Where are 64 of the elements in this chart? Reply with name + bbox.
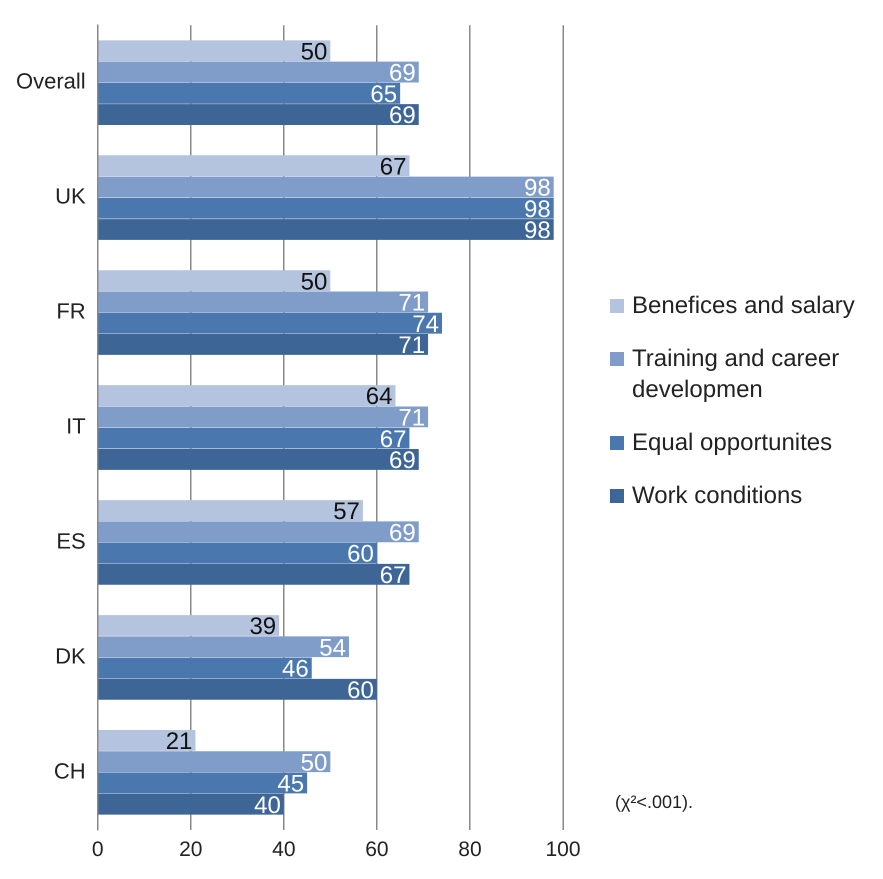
x-tick-label: 100	[545, 838, 581, 862]
data-label: 21	[166, 728, 192, 756]
bar	[98, 82, 400, 104]
bar	[98, 155, 410, 176]
bar	[98, 428, 410, 449]
bar	[98, 794, 284, 815]
x-tick-label: 20	[179, 838, 202, 862]
x-tick-label: 40	[272, 838, 296, 862]
legend-label: Training and career developmen	[632, 344, 840, 405]
data-label: 57	[333, 498, 360, 526]
bar	[98, 176, 554, 198]
data-label: 69	[389, 447, 416, 474]
bar	[98, 270, 330, 292]
data-label: 64	[366, 383, 392, 410]
bar	[98, 636, 349, 658]
data-label: 69	[389, 60, 416, 87]
data-label: 50	[300, 38, 328, 66]
bar	[98, 772, 308, 794]
x-tick-label: 0	[92, 838, 104, 862]
data-label: 46	[282, 656, 309, 683]
legend-label: Work conditions	[632, 481, 802, 511]
data-label: 50	[300, 268, 328, 296]
data-label: 98	[524, 217, 551, 244]
bar	[98, 62, 419, 82]
bar	[98, 751, 330, 772]
bar	[98, 104, 419, 125]
y-tick-label: FR	[56, 298, 86, 324]
data-label: 69	[389, 102, 416, 130]
bar	[98, 40, 330, 62]
bar	[98, 292, 428, 312]
data-label: 69	[389, 519, 416, 546]
bar	[98, 542, 377, 564]
bar	[98, 406, 428, 428]
text: (χ²<.001).	[615, 792, 693, 813]
bar	[98, 334, 428, 355]
legend-label: Benefices and salary	[632, 291, 855, 321]
data-label: 54	[319, 634, 346, 662]
y-tick-label: ES	[56, 528, 86, 554]
data-label: 67	[380, 153, 406, 180]
bar	[98, 678, 377, 700]
bar	[98, 658, 312, 678]
y-tick-label: IT	[66, 414, 86, 439]
bar	[98, 615, 280, 636]
legend-label: Equal opportunites	[632, 428, 832, 458]
y-tick-label: DK	[55, 643, 86, 668]
bar	[98, 521, 419, 542]
data-label: 60	[347, 540, 374, 568]
data-label: 71	[398, 404, 426, 432]
bar	[98, 500, 363, 521]
y-tick-label: Overall	[16, 68, 86, 94]
data-label: 67	[380, 562, 406, 589]
x-tick-label: 80	[458, 838, 482, 862]
y-tick-label: UK	[55, 184, 86, 209]
y-tick-label: CH	[54, 758, 86, 784]
bar	[98, 312, 442, 334]
x-tick-label: 60	[365, 838, 389, 862]
data-label: 60	[347, 676, 374, 704]
bar	[98, 730, 196, 751]
bar	[98, 385, 396, 406]
bar	[98, 198, 554, 219]
bar	[98, 564, 410, 585]
bar	[98, 219, 554, 240]
data-label: 39	[249, 613, 276, 640]
bar	[98, 448, 419, 470]
